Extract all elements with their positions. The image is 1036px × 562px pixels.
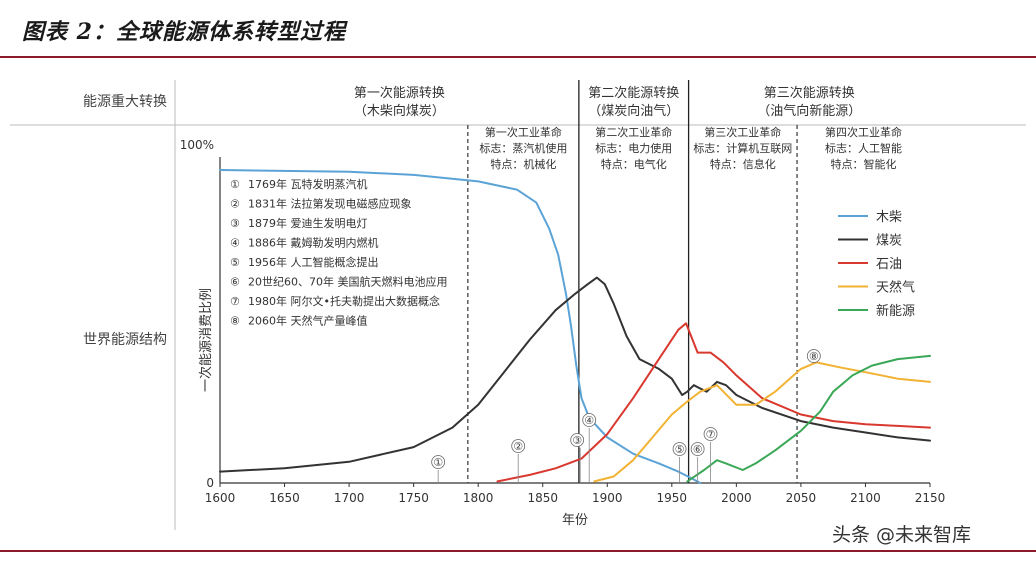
series-line	[593, 361, 931, 483]
series-line	[219, 276, 931, 473]
transition-title: 第三次能源转换	[764, 85, 855, 101]
event-description: 1831年 法拉第发现电磁感应现象	[248, 197, 412, 211]
event-marker-label: ⑧	[809, 350, 819, 363]
series-line	[219, 169, 702, 484]
event-marker-number: ②	[230, 198, 240, 211]
revolution-feature: 特点：电气化	[601, 157, 667, 171]
x-tick-label: 1600	[205, 491, 236, 505]
event-marker-label: ①	[433, 456, 443, 469]
event-marker-circle	[672, 442, 687, 456]
row-label-bottom: 世界能源结构	[83, 332, 167, 348]
event-marker-label: ③	[572, 434, 582, 447]
event-marker-number: ⑥	[230, 276, 240, 289]
event-marker-label: ⑤	[675, 443, 685, 456]
event-markers: ① ② ③④ ⑤ ⑥⑦ ⑧	[431, 349, 821, 483]
event-marker-label: ②	[513, 440, 523, 453]
event-marker-number: ①	[230, 178, 240, 191]
series-line	[496, 322, 931, 483]
transition-title: 第二次能源转换	[588, 85, 679, 101]
revolution-feature: 特点：机械化	[490, 157, 556, 171]
transition-subtitle: （木柴向煤炭）	[354, 103, 445, 119]
revolution-name: 第二次工业革命	[595, 125, 672, 139]
event-description: 1769年 瓦特发明蒸汽机	[248, 177, 368, 191]
legend-label: 石油	[876, 257, 902, 272]
event-marker-label: ⑥	[693, 443, 703, 456]
legend-label: 新能源	[876, 303, 915, 319]
transitions-header: 第一次能源转换 （木柴向煤炭） 第二次能源转换 （煤炭向油气） 第三次能源转换 （油气向新…	[354, 85, 861, 119]
x-tick-label: 1800	[463, 491, 494, 505]
x-tick-label: 1950	[657, 491, 688, 505]
event-marker-circle	[806, 349, 821, 363]
event-marker-circle	[570, 433, 585, 447]
transition-title: 第一次能源转换	[354, 85, 445, 101]
event-marker-number: ④	[230, 237, 240, 250]
revolution-sign: 标志：蒸汽机使用	[479, 141, 567, 155]
event-marker-circle	[690, 442, 705, 456]
event-marker-circle	[703, 427, 718, 441]
revolution-sign: 标志：电力使用	[595, 141, 672, 155]
legend-label: 煤炭	[876, 234, 902, 249]
event-marker-circle	[431, 455, 446, 469]
legend-label: 木柴	[876, 210, 902, 225]
event-list: ① 1769年 瓦特发明蒸汽机 ② 1831年 法拉第发现电磁感应现象 ③ 1879年 爱…	[230, 177, 448, 328]
x-axis-label: 年份	[562, 513, 588, 528]
legend-label: 天然气	[876, 280, 915, 296]
event-description: 1886年 戴姆勒发明内燃机	[248, 236, 379, 250]
y-axis-label: 一次能源消费比例	[198, 288, 214, 392]
revolution-sign: 标志：人工智能	[825, 141, 902, 155]
transition-subtitle: （油气向新能源）	[757, 103, 861, 119]
bottom-rule	[0, 550, 1036, 552]
x-tick-label: 2050	[786, 491, 817, 505]
series-line	[686, 354, 931, 483]
x-tick-label: 1650	[269, 491, 300, 505]
event-description: 1980年 阿尔文•托夫勒提出大数据概念	[248, 294, 440, 308]
x-tick-label: 1700	[334, 491, 365, 505]
y-tick-label: 100%	[180, 138, 214, 152]
x-tick-label: 2000	[721, 491, 752, 505]
x-tick-label: 1850	[527, 491, 558, 505]
event-description: 2060年 天然气产量峰值	[248, 314, 368, 328]
revolution-feature: 特点：智能化	[831, 157, 897, 171]
event-marker-label: ⑦	[706, 428, 716, 441]
revolution-feature: 特点：信息化	[710, 157, 776, 171]
top-rule	[0, 56, 1036, 58]
revolution-sign: 标志：计算机互联网	[693, 141, 792, 155]
y-tick-label: 0	[206, 476, 214, 490]
event-marker-circle	[582, 413, 597, 427]
x-tick-label: 2150	[915, 491, 946, 505]
revolution-name: 第一次工业革命	[485, 125, 562, 139]
event-marker-label: ④	[584, 414, 594, 427]
x-tick-label: 1900	[592, 491, 623, 505]
x-tick-label: 1750	[398, 491, 429, 505]
event-marker-circle	[511, 439, 526, 453]
event-description: 1956年 人工智能概念提出	[248, 255, 379, 269]
event-description: 1879年 爱迪生发明电灯	[248, 216, 368, 230]
event-marker-number: ⑦	[230, 295, 240, 308]
event-description: 20世纪60、70年 美国航天燃料电池应用	[248, 275, 448, 289]
watermark: 头条 @未来智库	[832, 524, 972, 546]
figure-title: 图表 2：全球能源体系转型过程	[22, 19, 346, 45]
transition-subtitle: （煤炭向油气）	[588, 103, 679, 119]
event-marker-number: ⑤	[230, 256, 240, 269]
chart-axes: 1600 1650 1700 1750 1800 1850 1900 1950 2000 2050…	[180, 138, 946, 528]
event-marker-number: ③	[230, 217, 240, 230]
revolution-name: 第四次工业革命	[825, 125, 902, 139]
chart-series	[219, 169, 931, 484]
revolution-name: 第三次工业革命	[704, 125, 781, 139]
row-label-top: 能源重大转换	[83, 93, 167, 110]
boundary-lines	[467, 80, 798, 483]
event-marker-number: ⑧	[230, 315, 240, 328]
x-tick-label: 2100	[850, 491, 881, 505]
